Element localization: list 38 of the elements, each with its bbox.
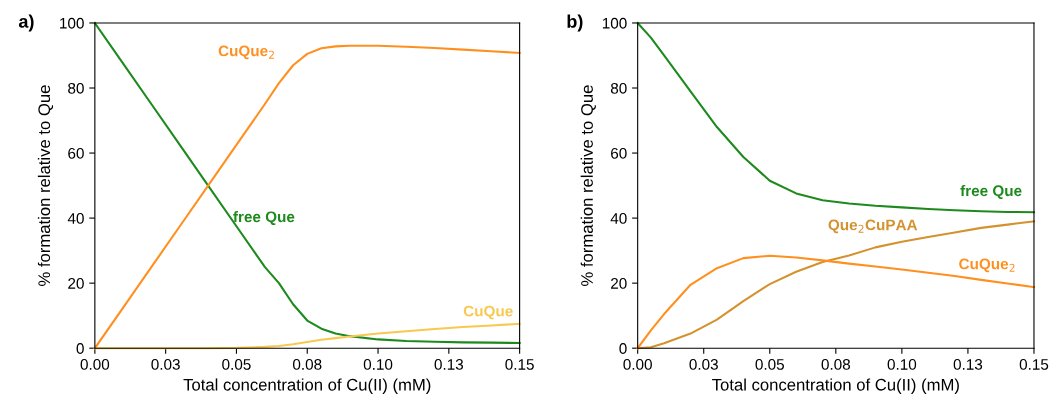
x-axis-title: Total concentration of Cu(II) (mM) bbox=[712, 378, 959, 394]
x-tick-label: 0.13 bbox=[434, 359, 464, 370]
x-tick-label: 0.10 bbox=[887, 359, 917, 370]
y-axis-title: % formation relative to Que bbox=[37, 85, 54, 286]
x-tick-label: 0.08 bbox=[292, 359, 322, 370]
series-label: CuQue bbox=[463, 305, 513, 320]
x-tick-label: 0.05 bbox=[222, 359, 251, 370]
series-label: CuQue$_{2}$ bbox=[959, 258, 1015, 273]
chart-title: a) bbox=[18, 14, 34, 32]
y-tick-label: 60 bbox=[611, 147, 627, 159]
x-tick-label: 0.10 bbox=[363, 359, 393, 370]
chart-title: b) bbox=[567, 14, 583, 32]
x-tick-label: 0.15 bbox=[1019, 359, 1049, 370]
y-tick-label: 0 bbox=[76, 343, 84, 354]
x-tick-label: 0.15 bbox=[505, 359, 534, 370]
series-label: Que$_{2}$CuPAA bbox=[828, 219, 918, 234]
y-tick-label: 100 bbox=[60, 17, 84, 29]
series-label: free Que bbox=[233, 210, 295, 226]
y-tick-label: 100 bbox=[602, 17, 627, 29]
x-tick-label: 0.03 bbox=[689, 359, 718, 370]
y-tick-label: 20 bbox=[611, 278, 627, 289]
x-axis-title: Total concentration of Cu(II) (mM) bbox=[183, 378, 431, 394]
y-tick-label: 0 bbox=[619, 343, 627, 354]
x-tick-label: 0.13 bbox=[953, 359, 983, 370]
x-tick-label: 0.03 bbox=[151, 359, 180, 370]
x-tick-label: 0.05 bbox=[755, 359, 784, 370]
series-label: CuQue$_{2}$ bbox=[218, 45, 274, 60]
x-tick-label: 0.00 bbox=[80, 359, 110, 370]
y-tick-label: 20 bbox=[68, 278, 84, 289]
y-tick-label: 80 bbox=[68, 82, 84, 94]
series-label: free Que bbox=[960, 184, 1022, 200]
y-axis-title: % formation relative to Que bbox=[580, 85, 596, 286]
x-tick-label: 0.08 bbox=[821, 359, 851, 370]
y-tick-label: 40 bbox=[610, 212, 627, 224]
y-tick-label: 80 bbox=[610, 82, 627, 94]
x-tick-label: 0.00 bbox=[623, 359, 652, 370]
y-tick-label: 60 bbox=[68, 147, 84, 159]
y-tick-label: 40 bbox=[67, 212, 84, 224]
